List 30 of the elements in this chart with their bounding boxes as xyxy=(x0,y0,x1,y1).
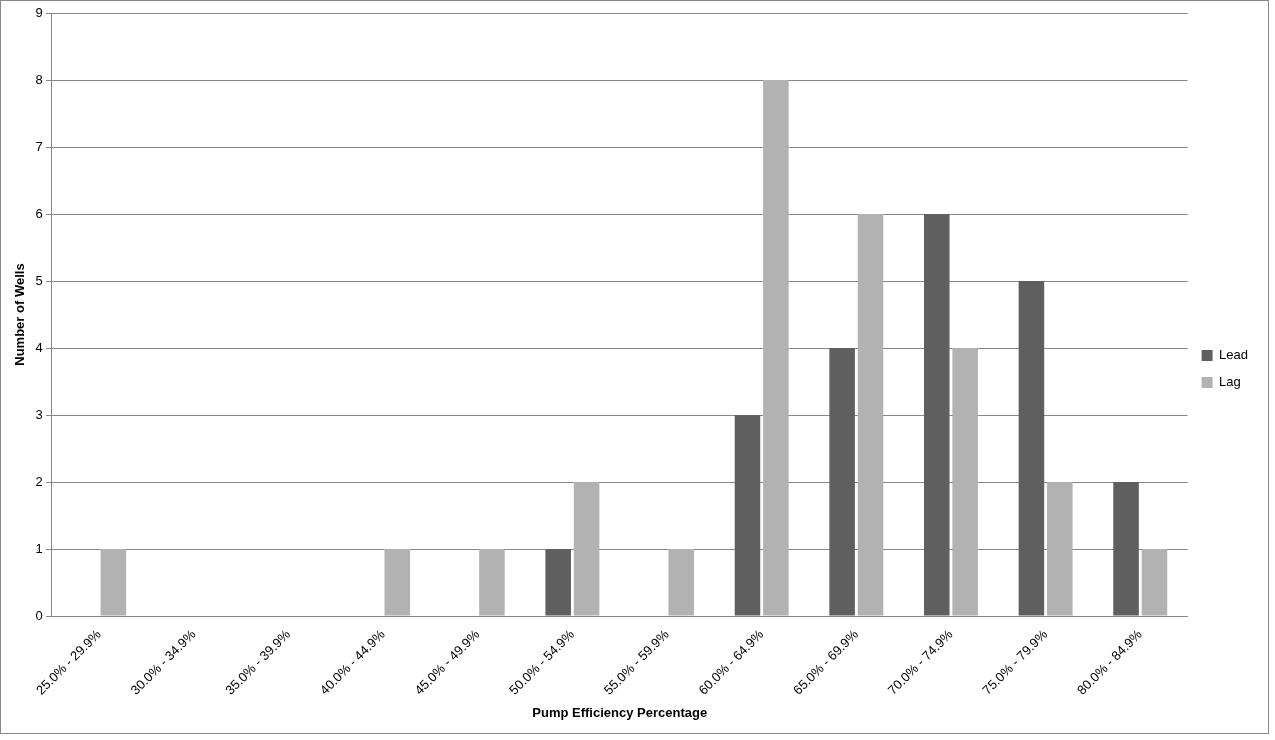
y-tick-label: 7 xyxy=(35,138,43,154)
bar xyxy=(734,415,761,616)
bar xyxy=(1141,549,1168,616)
bar xyxy=(829,348,855,616)
bar xyxy=(384,549,411,616)
bar xyxy=(573,482,600,616)
legend-label: Lag xyxy=(1219,374,1241,390)
bar xyxy=(668,549,694,616)
y-tick-label: 3 xyxy=(35,406,43,422)
legend-label: Lead xyxy=(1219,347,1248,363)
y-tick-label: 0 xyxy=(35,607,43,623)
bar xyxy=(100,549,127,616)
bar xyxy=(763,80,789,616)
y-tick-label: 9 xyxy=(35,4,43,20)
bar xyxy=(479,549,505,616)
bar xyxy=(1047,482,1073,616)
y-tick-label: 1 xyxy=(35,540,43,556)
x-axis-title: Pump Efficiency Percentage xyxy=(532,704,708,720)
y-tick-label: 6 xyxy=(35,205,43,221)
bar xyxy=(545,549,571,616)
bar xyxy=(857,214,884,616)
y-tick-label: 5 xyxy=(35,272,43,288)
y-tick-label: 4 xyxy=(35,339,43,355)
bar xyxy=(923,214,950,616)
y-tick-label: 8 xyxy=(35,71,43,87)
y-tick-label: 2 xyxy=(35,473,43,489)
bar xyxy=(1018,281,1045,616)
y-axis-title: Number of Wells xyxy=(12,263,28,366)
bar xyxy=(1113,482,1139,616)
bar xyxy=(952,348,978,616)
